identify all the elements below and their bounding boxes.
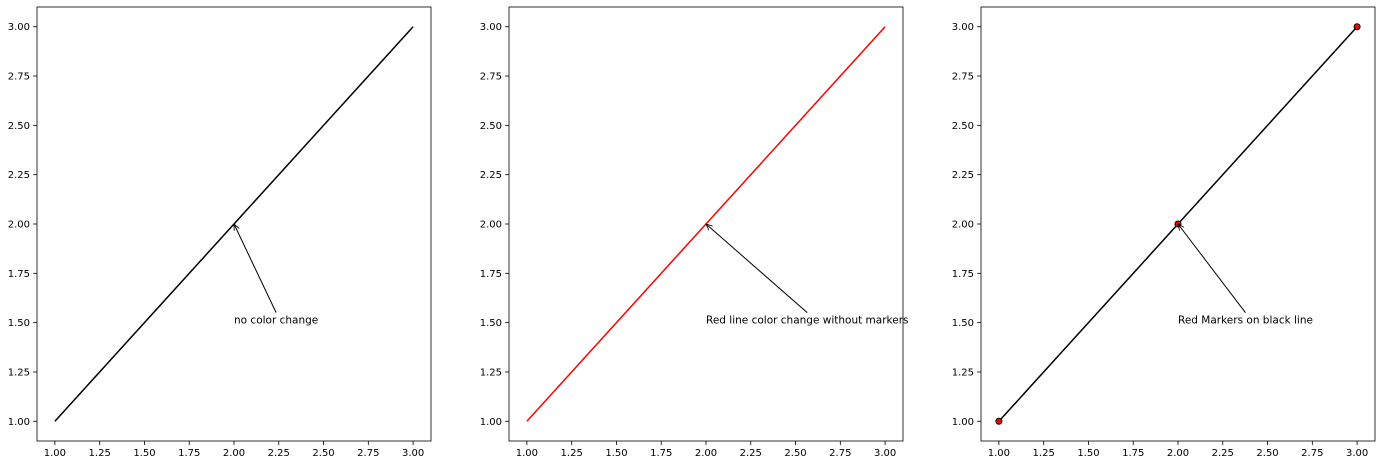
- y-tick-label: 1.75: [480, 269, 502, 280]
- x-tick-label: 2.75: [357, 448, 379, 459]
- x-tick-label: 1.00: [988, 448, 1010, 459]
- y-tick-label: 2.50: [480, 121, 502, 132]
- y-tick-label: 1.25: [8, 367, 30, 378]
- x-tick-label: 1.75: [1122, 448, 1144, 459]
- chart-panel-2: 1.00 1.25 1.50 1.75 2.00 2.25 2.50 2.75 3.00 1.00…: [480, 6, 909, 459]
- y-tick-label: 2.25: [8, 170, 30, 181]
- y-tick-label: 2.25: [952, 170, 974, 181]
- x-tick-label: 1.50: [133, 448, 155, 459]
- y-tick-label: 2.50: [8, 121, 30, 132]
- y-tick-label: 2.00: [480, 220, 502, 231]
- chart-panel-3: 1.00 1.25 1.50 1.75 2.00 2.25 2.50 2.75 3.00 1.00…: [952, 6, 1376, 459]
- y-tick-label: 1.25: [952, 367, 974, 378]
- annotation-text: Red Markers on black line: [1178, 315, 1313, 327]
- annotation-arrow: [233, 224, 277, 313]
- annotation-text: no color change: [234, 315, 318, 327]
- y-tick-label: 2.50: [952, 121, 974, 132]
- annotation-arrow: [1178, 224, 1246, 313]
- y-tick-label: 1.00: [952, 417, 974, 428]
- y-tick-label: 2.25: [480, 170, 502, 181]
- annotation-arrow: [706, 224, 808, 314]
- y-tick-label: 1.00: [480, 417, 502, 428]
- x-tick-label: 1.50: [605, 448, 627, 459]
- x-tick-label: 2.00: [695, 448, 717, 459]
- y-tick-label: 1.50: [8, 318, 30, 329]
- data-point-marker: [1353, 23, 1361, 31]
- y-tick-label: 1.75: [952, 269, 974, 280]
- x-tick-label: 2.00: [223, 448, 245, 459]
- x-tick-label: 3.00: [402, 448, 424, 459]
- y-tick-label: 1.75: [8, 269, 30, 280]
- data-point-marker: [995, 417, 1003, 425]
- y-tick-label: 1.50: [480, 318, 502, 329]
- y-tick-label: 2.00: [8, 220, 30, 231]
- x-tick-label: 2.25: [740, 448, 762, 459]
- y-tick-label: 2.00: [952, 220, 974, 231]
- x-tick-label: 2.25: [1212, 448, 1234, 459]
- x-tick-label: 2.75: [1301, 448, 1323, 459]
- x-tick-label: 1.25: [1033, 448, 1055, 459]
- x-tick-label: 1.75: [178, 448, 200, 459]
- y-tick-label: 2.75: [480, 72, 502, 83]
- x-tick-label: 2.75: [829, 448, 851, 459]
- y-tick-label: 3.00: [8, 22, 30, 33]
- x-tick-label: 1.75: [650, 448, 672, 459]
- y-tick-label: 3.00: [952, 22, 974, 33]
- y-tick-label: 1.00: [8, 417, 30, 428]
- y-tick-label: 2.75: [952, 72, 974, 83]
- x-tick-label: 1.00: [516, 448, 538, 459]
- x-tick-label: 1.50: [1077, 448, 1099, 459]
- x-tick-label: 2.50: [784, 448, 806, 459]
- chart-panel-1: 1.00 1.25 1.50 1.75 2.00 2.25 2.50 2.75 3.00 1.00…: [8, 6, 432, 459]
- x-tick-label: 3.00: [1346, 448, 1368, 459]
- x-tick-label: 2.00: [1167, 448, 1189, 459]
- x-tick-label: 2.50: [1256, 448, 1278, 459]
- y-tick-label: 3.00: [480, 22, 502, 33]
- y-tick-label: 1.25: [480, 367, 502, 378]
- x-tick-label: 1.25: [561, 448, 583, 459]
- y-tick-label: 2.75: [8, 72, 30, 83]
- x-tick-label: 3.00: [874, 448, 896, 459]
- x-tick-label: 1.25: [89, 448, 111, 459]
- y-tick-label: 1.50: [952, 318, 974, 329]
- x-tick-label: 2.25: [268, 448, 290, 459]
- x-tick-label: 1.00: [44, 448, 66, 459]
- x-tick-label: 2.50: [312, 448, 334, 459]
- annotation-text: Red line color change without markers: [706, 315, 909, 327]
